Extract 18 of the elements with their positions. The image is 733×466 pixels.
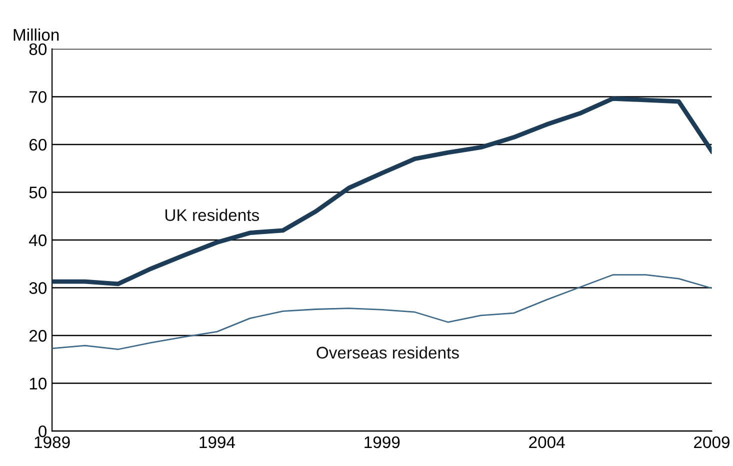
y-tick-label: 40	[29, 234, 47, 246]
series-label: UK residents	[165, 208, 259, 222]
y-tick-label: 80	[29, 43, 47, 56]
y-tick-label: 70	[30, 91, 47, 103]
x-tick-label: 2004	[529, 436, 565, 448]
y-axis-title: Million	[14, 28, 59, 41]
y-tick-label: 50	[29, 186, 47, 198]
y-tick-label: 20	[29, 330, 47, 342]
x-tick-label: 2009	[694, 436, 730, 448]
y-tick-label: 10	[30, 378, 47, 390]
x-tick-label: 1994	[200, 436, 236, 448]
series-label: Overseas residents	[316, 346, 459, 359]
y-tick-label: 0	[38, 425, 47, 438]
line-series	[52, 96, 712, 286]
x-tick-label: 1989	[34, 436, 70, 448]
y-tick-label: 30	[29, 282, 47, 294]
y-tick-label: 60	[29, 138, 47, 151]
x-tick-label: 1999	[364, 436, 400, 448]
